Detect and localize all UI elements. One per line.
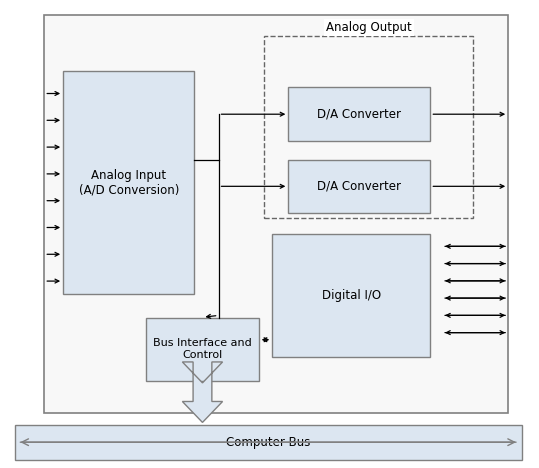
Bar xyxy=(63,71,195,294)
Bar xyxy=(264,37,473,218)
Bar xyxy=(15,425,522,460)
Bar xyxy=(272,234,430,357)
Bar xyxy=(146,318,259,380)
Polygon shape xyxy=(182,362,223,423)
Text: D/A Converter: D/A Converter xyxy=(317,180,402,193)
Bar xyxy=(288,160,430,213)
Text: Analog Output: Analog Output xyxy=(326,21,412,34)
Bar xyxy=(288,88,430,141)
Bar xyxy=(44,15,508,413)
Text: Bus Interface and
Control: Bus Interface and Control xyxy=(153,338,252,360)
Text: Computer Bus: Computer Bus xyxy=(226,436,310,449)
Text: Digital I/O: Digital I/O xyxy=(322,289,381,302)
Text: Analog Input
(A/D Conversion): Analog Input (A/D Conversion) xyxy=(79,169,179,197)
Text: D/A Converter: D/A Converter xyxy=(317,108,402,121)
